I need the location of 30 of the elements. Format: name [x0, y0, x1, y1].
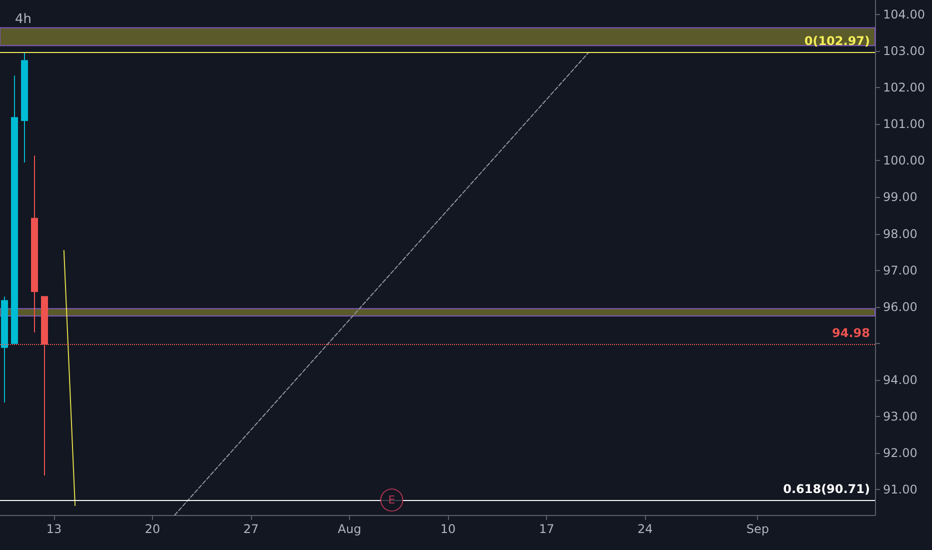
x-tick-label: 27: [243, 522, 259, 536]
y-tick-label: 103.00: [883, 44, 925, 58]
y-tick-label: 101.00: [883, 117, 925, 132]
y-tick-label: 96.00: [883, 300, 918, 314]
ref-line-label: 0.618(90.71): [783, 482, 870, 496]
y-tick-label: 93.00: [883, 409, 918, 424]
x-tick-label: 10: [440, 522, 456, 536]
x-tick-label: 13: [46, 522, 62, 536]
ref-line-label: 0(102.97): [804, 34, 870, 48]
y-tick-label: 99.00: [883, 190, 918, 204]
text: 4h: [15, 12, 32, 27]
annotation: E: [388, 494, 396, 507]
candlestick: [21, 52, 28, 164]
y-tick-label: 97.00: [883, 263, 918, 278]
x-tick-label: 24: [637, 522, 653, 536]
candlestick: [1, 296, 8, 404]
ref-line-label: 94.98: [832, 326, 870, 340]
y-tick-label: 98.00: [883, 226, 918, 241]
x-tick-label: 20: [144, 522, 160, 536]
x-tick-label: 17: [538, 522, 554, 536]
y-tick-label: 92.00: [883, 446, 918, 460]
candlestick: [11, 75, 18, 346]
y-tick-label: 94.00: [883, 372, 918, 387]
y-tick-label: 104.00: [883, 8, 925, 22]
x-tick-label: Aug: [338, 522, 362, 536]
y-tick-label: 102.00: [883, 80, 925, 95]
x-tick-label: Sep: [746, 522, 770, 536]
candlestick: [31, 155, 38, 333]
y-tick-label: 91.00: [883, 482, 918, 496]
y-tick-label: 100.00: [883, 154, 925, 168]
